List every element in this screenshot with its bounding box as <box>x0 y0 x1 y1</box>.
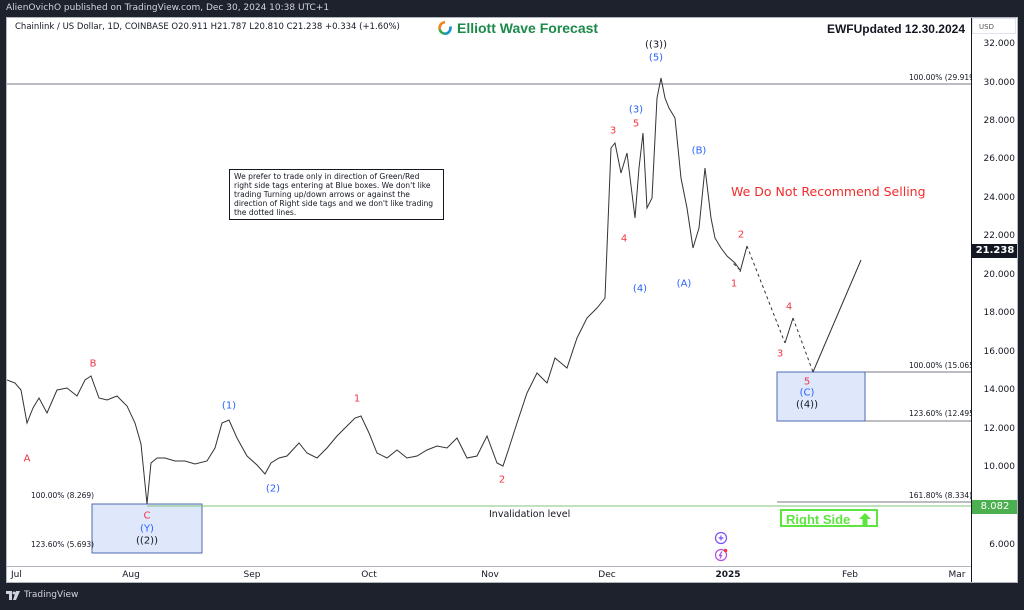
right-side-label: Right Side <box>786 512 851 527</box>
price-tick: 22.000 <box>983 231 1016 241</box>
wave-label-f1: 1 <box>730 278 738 290</box>
wave-label-r2: 2 <box>498 474 506 486</box>
brand-name: Elliott Wave Forecast <box>457 20 599 36</box>
fib-label-w4-1236: 123.60% (12.495) <box>909 409 977 418</box>
invalidation-label: Invalidation level <box>489 509 571 520</box>
wave-label-w4: ((4)) <box>796 399 818 411</box>
time-label: Oct <box>361 570 377 580</box>
trading-note: We prefer to trade only in direction of … <box>229 169 444 220</box>
tradingview-logo-icon <box>6 590 20 600</box>
wave-label-p1: (1) <box>221 400 237 412</box>
invalidation-price-badge: 8.082 <box>972 500 1017 514</box>
fib-label-w2-100: 100.00% (8.269) <box>31 491 95 500</box>
fib-label-top: 100.00% (29.919) <box>909 73 977 82</box>
wave-label-r5: 5 <box>632 118 640 130</box>
price-tick: 10.000 <box>983 462 1016 472</box>
ewf-logo-icon <box>438 21 452 35</box>
price-tick: 30.000 <box>983 78 1016 88</box>
wave-label-pC: (C) <box>799 387 815 399</box>
wave-label-Y: (Y) <box>140 523 154 535</box>
wave-label-f3: 3 <box>776 348 784 360</box>
wave-label-B: B <box>89 358 97 370</box>
fib-label-w4-1618: 161.80% (8.334) <box>909 491 973 500</box>
time-label: Sep <box>243 570 261 580</box>
price-tick: 32.000 <box>983 39 1016 49</box>
warning-text: We Do Not Recommend Selling <box>731 184 926 199</box>
time-axis[interactable]: Jul Aug Sep Oct Nov Dec 2025 Feb Mar <box>7 566 971 582</box>
price-tick: 12.000 <box>983 424 1016 434</box>
price-tick: 14.000 <box>983 385 1016 395</box>
wave-label-w3: ((3)) <box>645 39 667 51</box>
wave-label-pB: (B) <box>691 145 707 157</box>
symbol-legend: Chainlink / US Dollar, 1D, COINBASE O20.… <box>15 22 400 32</box>
wave-label-f2: 2 <box>737 229 745 241</box>
price-tick: 24.000 <box>983 193 1016 203</box>
brand-logo: Elliott Wave Forecast <box>437 20 598 36</box>
updated-label: EWFUpdated 12.30.2024 <box>826 22 965 36</box>
wave-label-C: C <box>143 510 151 522</box>
last-price-badge: 21.238 <box>972 244 1017 258</box>
wave-label-p4: (4) <box>632 283 648 295</box>
wave-label-pA: (A) <box>676 278 692 290</box>
time-label: Dec <box>598 570 616 580</box>
wave-label-r1: 1 <box>353 393 361 405</box>
time-label: Nov <box>481 570 499 580</box>
price-tick: 20.000 <box>983 270 1016 280</box>
price-axis[interactable]: USD 32.000 30.000 28.000 26.000 24.000 2… <box>971 18 1017 582</box>
time-label: Mar <box>948 570 966 580</box>
time-label: Jul <box>11 570 22 580</box>
time-label: Feb <box>842 570 858 580</box>
wave-label-p3: (3) <box>628 104 644 116</box>
wave-label-w2: ((2)) <box>136 535 158 547</box>
arrow-up-icon <box>859 513 871 525</box>
price-tick: 16.000 <box>983 347 1016 357</box>
time-label: 2025 <box>715 570 741 580</box>
publisher-bar: AlienOvichO published on TradingView.com… <box>6 3 330 13</box>
currency-label: USD <box>972 18 1016 34</box>
price-tick: 18.000 <box>983 308 1016 318</box>
wave-label-r4: 4 <box>620 233 628 245</box>
add-alert-icon[interactable] <box>714 531 728 545</box>
wave-label-f4: 4 <box>785 301 793 313</box>
price-tick: 26.000 <box>983 154 1016 164</box>
tradingview-label: TradingView <box>24 590 79 600</box>
tradingview-footer[interactable]: TradingView <box>6 590 78 600</box>
wave-label-r3: 3 <box>609 125 617 137</box>
price-tick: 6.000 <box>989 540 1015 550</box>
price-tick: 28.000 <box>983 116 1016 126</box>
wave-label-p5: (5) <box>648 52 664 64</box>
fib-label-w4-100: 100.00% (15.065) <box>909 361 977 370</box>
price-plot <box>7 77 971 554</box>
wave-label-p2: (2) <box>265 483 281 495</box>
lightning-event-icon[interactable] <box>714 548 728 562</box>
wave-label-A: A <box>23 453 31 465</box>
chart-area[interactable]: Chainlink / US Dollar, 1D, COINBASE O20.… <box>6 17 1018 583</box>
right-side-tag: Right Side <box>780 509 878 527</box>
wave-label-f5: 5 <box>803 376 811 388</box>
time-label: Aug <box>122 570 140 580</box>
fib-label-w2-1236: 123.60% (5.693) <box>31 540 95 549</box>
